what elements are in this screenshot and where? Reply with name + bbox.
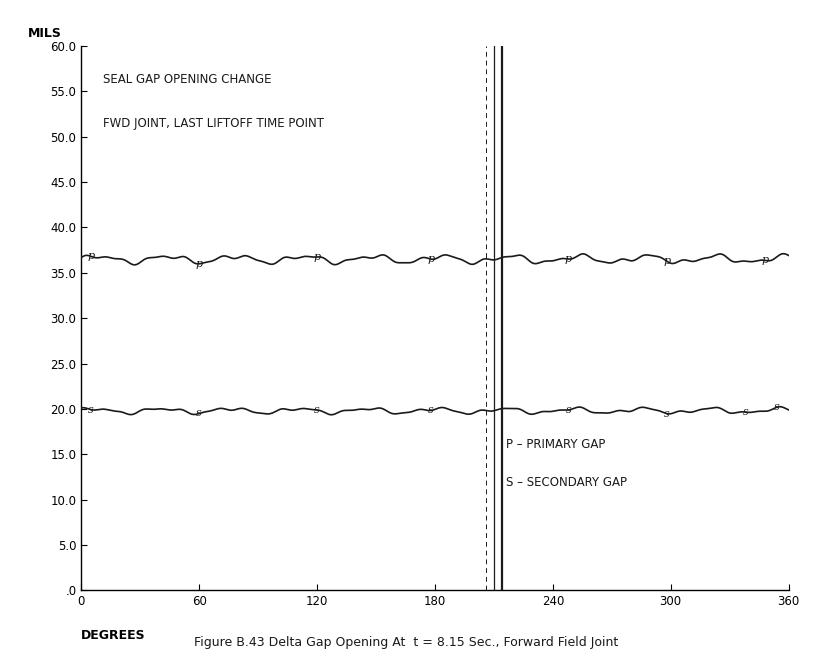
Text: s: s bbox=[664, 409, 670, 419]
Text: p: p bbox=[762, 255, 768, 266]
Text: p: p bbox=[196, 259, 202, 269]
Text: s: s bbox=[566, 405, 572, 415]
Text: p: p bbox=[88, 251, 94, 261]
Text: s: s bbox=[314, 405, 320, 415]
Text: DEGREES: DEGREES bbox=[81, 628, 146, 642]
Text: p: p bbox=[663, 256, 671, 266]
Text: p: p bbox=[428, 254, 435, 264]
Text: s: s bbox=[742, 407, 748, 417]
Text: P – PRIMARY GAP: P – PRIMARY GAP bbox=[506, 438, 605, 451]
Text: s: s bbox=[428, 405, 434, 415]
Text: s: s bbox=[196, 409, 202, 419]
Text: p: p bbox=[314, 252, 320, 262]
Text: SEAL GAP OPENING CHANGE: SEAL GAP OPENING CHANGE bbox=[102, 73, 271, 86]
Text: Figure B.43 Delta Gap Opening At  t = 8.15 Sec., Forward Field Joint: Figure B.43 Delta Gap Opening At t = 8.1… bbox=[194, 636, 619, 649]
Text: p: p bbox=[565, 254, 572, 264]
Text: s: s bbox=[774, 402, 780, 412]
Text: MILS: MILS bbox=[28, 28, 62, 41]
Text: FWD JOINT, LAST LIFTOFF TIME POINT: FWD JOINT, LAST LIFTOFF TIME POINT bbox=[102, 117, 324, 130]
Text: s: s bbox=[89, 405, 94, 415]
Text: S – SECONDARY GAP: S – SECONDARY GAP bbox=[506, 476, 627, 489]
